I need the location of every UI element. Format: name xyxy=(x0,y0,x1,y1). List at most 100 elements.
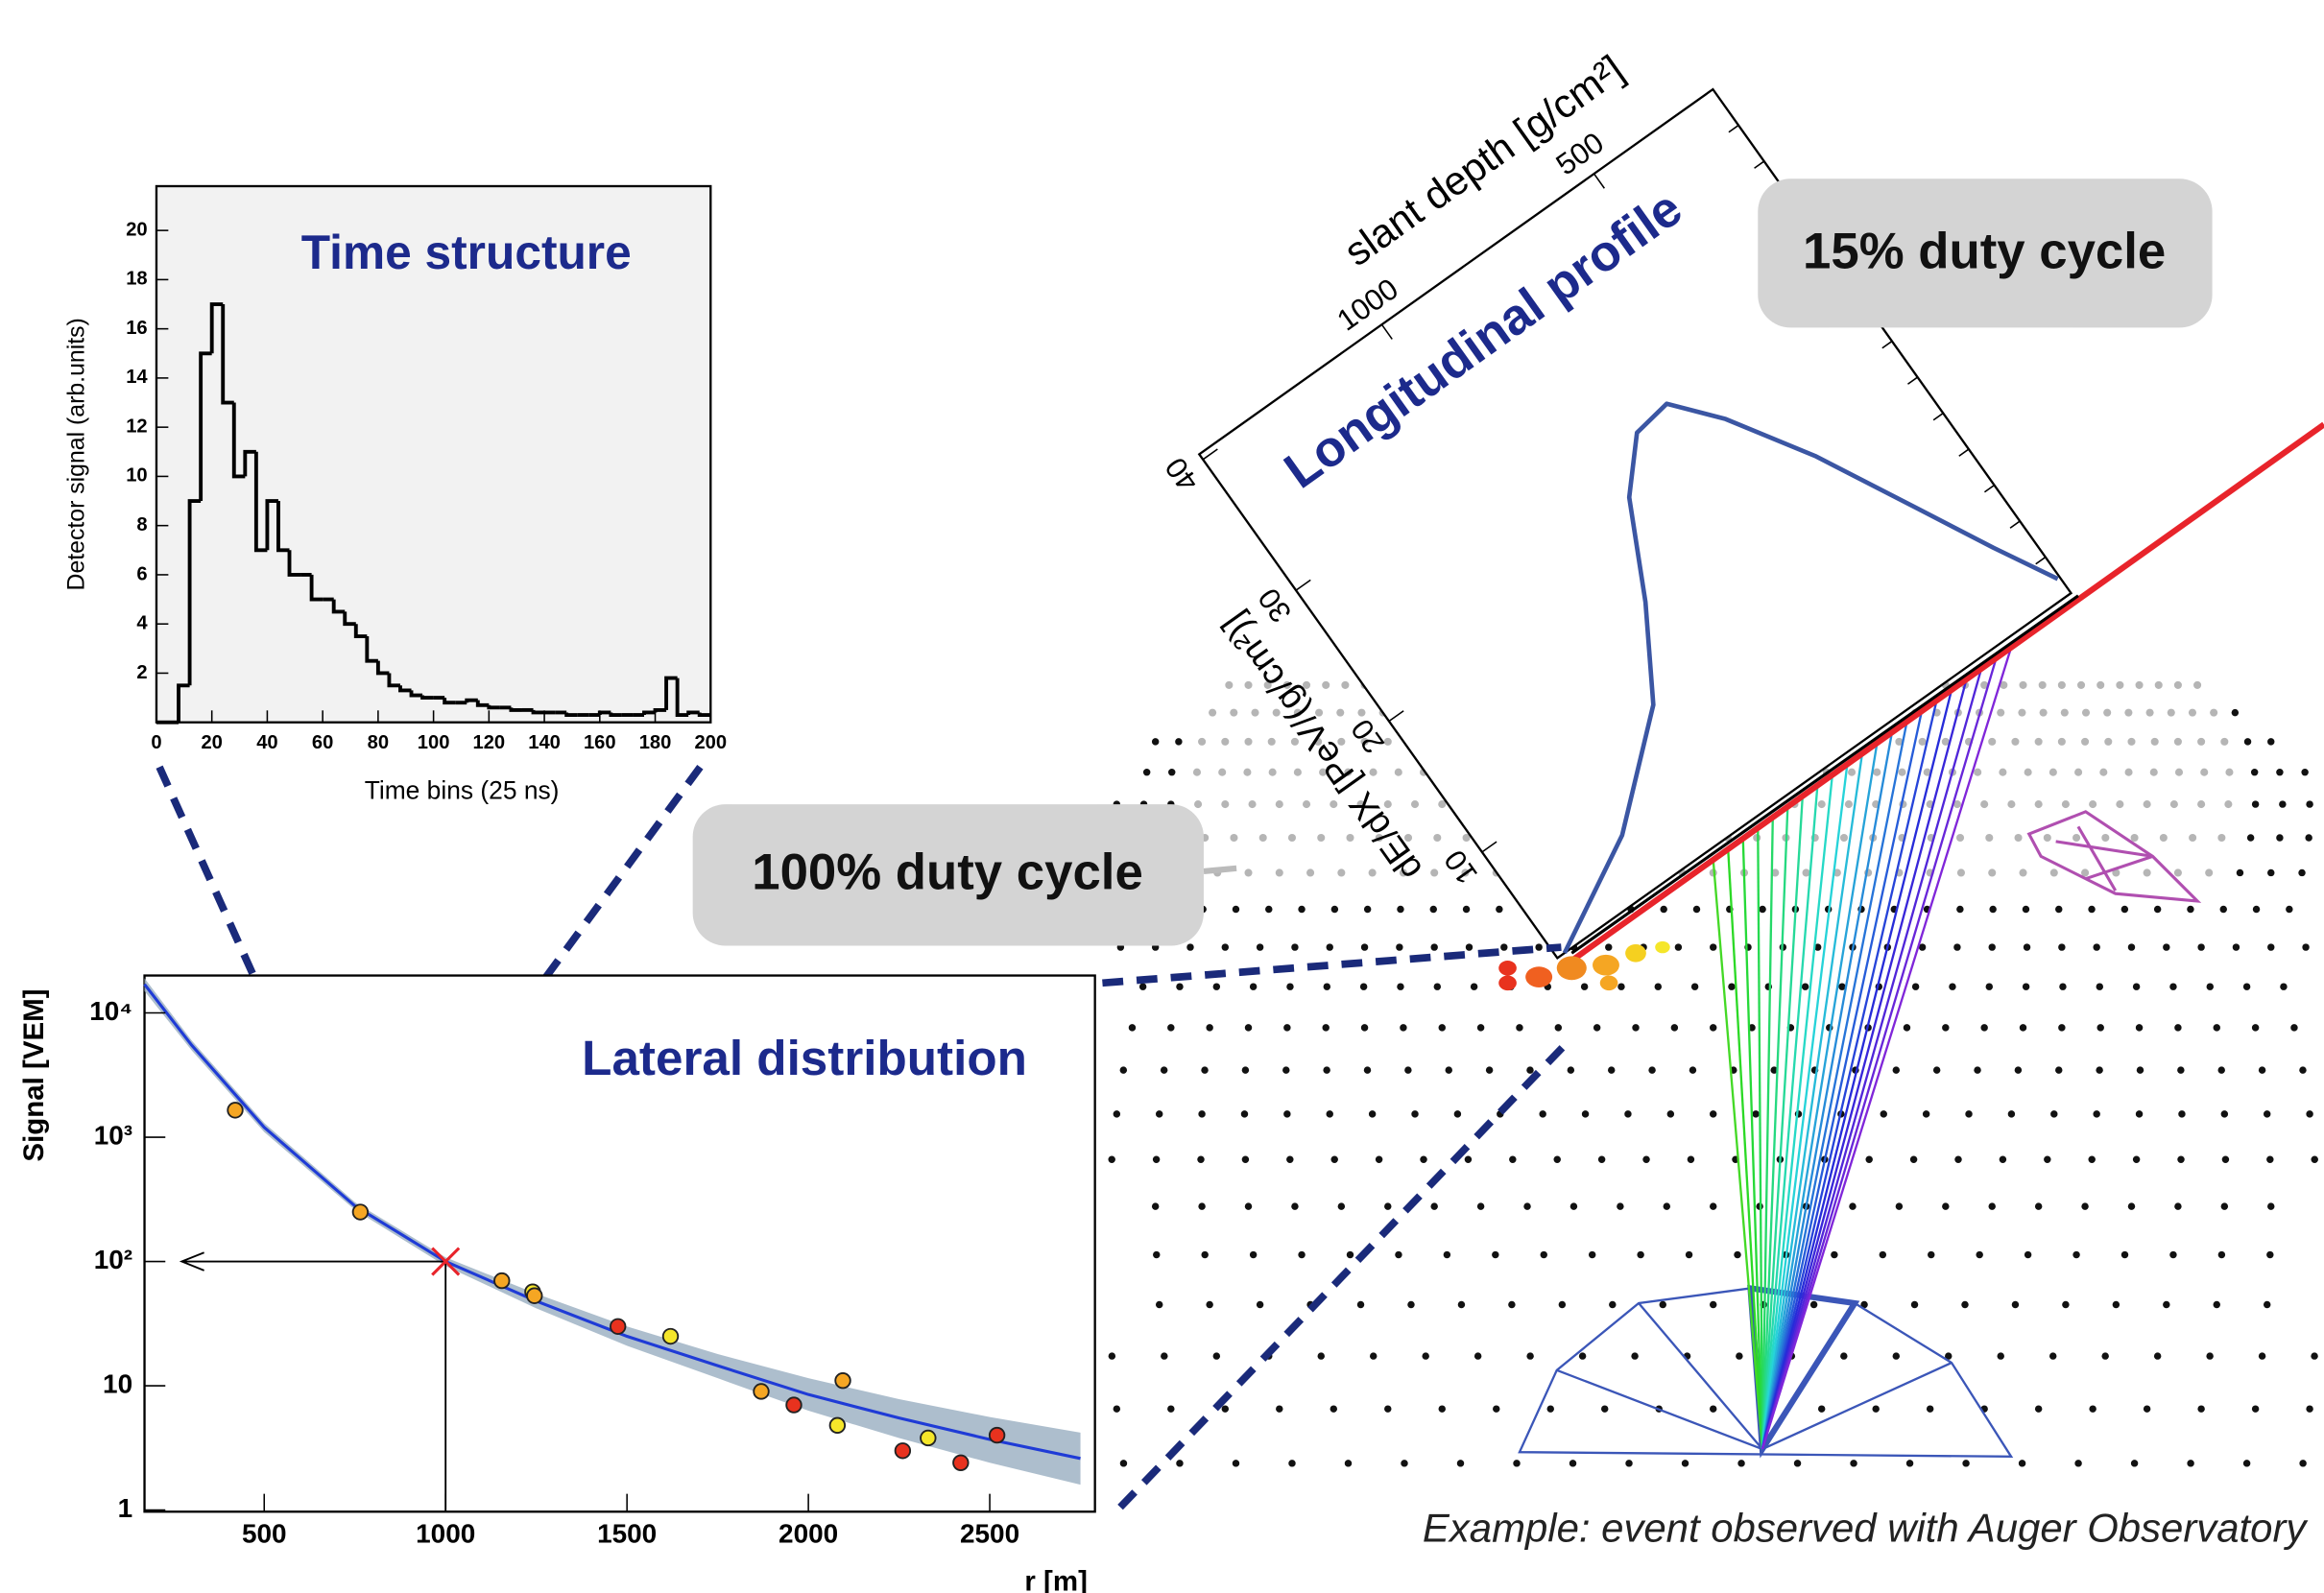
detector-dot xyxy=(1617,1202,1624,1210)
detector-dot xyxy=(1212,983,1221,990)
detector-dot xyxy=(1500,943,1508,951)
detector-dot xyxy=(1225,680,1234,689)
detector-dot xyxy=(1286,1155,1294,1163)
detector-dot xyxy=(1368,868,1377,877)
detector-dot xyxy=(2059,983,2067,990)
detector-dot xyxy=(2187,905,2194,914)
detector-dot xyxy=(1910,1300,1919,1309)
detector-dot xyxy=(1330,800,1338,809)
detector-dot xyxy=(2019,868,2027,877)
detector-dot xyxy=(1326,1110,1333,1118)
detector-dot xyxy=(2120,1250,2129,1259)
detector-dot xyxy=(1462,905,1471,914)
detector-dot xyxy=(2072,1250,2080,1259)
caption: Example: event observed with Auger Obser… xyxy=(1423,1505,2310,1550)
detector-dot xyxy=(1648,1066,1656,1074)
detector-dot xyxy=(1945,1352,1953,1360)
histogram-step xyxy=(675,678,689,717)
detector-dot xyxy=(1218,768,1227,776)
detector-dot xyxy=(1411,1110,1419,1118)
light-ray xyxy=(1761,817,1774,1450)
detector-dot xyxy=(1303,680,1311,689)
detector-dot xyxy=(1429,905,1437,914)
detector-dot xyxy=(2039,708,2048,717)
detector-dot xyxy=(1344,1460,1353,1467)
detector-dot xyxy=(1232,905,1240,914)
detector-dot xyxy=(1974,768,1982,776)
detector-dot xyxy=(1344,768,1353,776)
histogram-step xyxy=(398,685,412,693)
detector-dot xyxy=(2258,1352,2266,1360)
detector-dot xyxy=(2127,1202,2136,1210)
detector-dot xyxy=(2116,800,2124,809)
detector-dot xyxy=(2081,737,2090,746)
detector-dot xyxy=(1291,943,1299,951)
detector-dot xyxy=(2177,1066,2185,1074)
detector-dot xyxy=(2112,1300,2120,1309)
detector-dot xyxy=(1663,1202,1671,1210)
y-tick-label: 18 xyxy=(126,269,147,290)
detector-dot xyxy=(1438,1405,1446,1413)
light-ray xyxy=(1761,764,1849,1450)
detector-dot xyxy=(1256,943,1264,951)
detector-dot xyxy=(2224,800,2233,809)
detector-dot xyxy=(1660,905,1667,914)
detector-dot xyxy=(2050,1110,2058,1118)
detector-dot xyxy=(2174,1024,2182,1032)
detector-dot xyxy=(1759,905,1766,914)
detector-dot xyxy=(2197,1405,2205,1413)
detector-dot xyxy=(2130,1460,2139,1467)
detector-dot xyxy=(1258,833,1267,843)
detector-dot xyxy=(1962,1460,1970,1467)
detector-dot xyxy=(2290,1024,2298,1032)
data-point xyxy=(526,1287,543,1304)
light-ray xyxy=(1761,710,1924,1450)
detector-dot xyxy=(1337,868,1346,877)
detector-dot xyxy=(1288,1460,1296,1467)
detector-dot xyxy=(1989,905,1997,914)
detector-dot xyxy=(1276,1405,1283,1413)
detector-dot xyxy=(1509,1155,1517,1163)
detector-dot xyxy=(1817,1405,1826,1413)
detector-dot xyxy=(2132,1155,2141,1163)
data-point xyxy=(785,1396,803,1414)
detector-dot xyxy=(1395,1250,1402,1259)
detector-dot xyxy=(2034,1202,2043,1210)
histogram-step xyxy=(475,700,490,707)
detector-dot xyxy=(1942,1202,1950,1210)
detector-dot xyxy=(2018,708,2026,717)
light-ray xyxy=(1761,753,1864,1450)
y-tick-label: 10 xyxy=(103,1368,132,1398)
detector-dot xyxy=(2187,1460,2194,1467)
detector-dot xyxy=(2173,680,2182,689)
detector-dot xyxy=(1420,1155,1427,1163)
detector-dot xyxy=(1209,708,1217,717)
detector-dot xyxy=(2306,1110,2313,1118)
detector-dot xyxy=(1624,1110,1632,1118)
detector-dot xyxy=(2242,983,2251,990)
detector-dot xyxy=(1892,1352,1901,1360)
histogram-step xyxy=(509,707,522,712)
detector-dot xyxy=(1251,708,1259,717)
detector-dot xyxy=(1336,708,1345,717)
detector-dot xyxy=(1176,1460,1184,1467)
detector-dot xyxy=(1941,737,1950,746)
detector-dot xyxy=(1363,1066,1372,1074)
detector-dot xyxy=(1152,1155,1161,1163)
detector-dot xyxy=(1802,868,1810,877)
detector-dot xyxy=(1330,1405,1338,1413)
detector-dot xyxy=(1232,1460,1240,1467)
detector-dot xyxy=(1457,1300,1466,1309)
station xyxy=(1655,940,1670,954)
detector-dot xyxy=(2136,1066,2144,1074)
detector-dot xyxy=(1176,983,1184,990)
x-tick-label: 1000 xyxy=(416,1518,475,1548)
data-point xyxy=(988,1426,1006,1444)
detector-dot xyxy=(2246,834,2255,842)
detector-dot xyxy=(1926,1405,1934,1413)
detector-dot xyxy=(1359,983,1368,990)
detector-dot xyxy=(1923,768,1931,776)
detector-dot xyxy=(1581,1110,1590,1118)
detector-dot xyxy=(1430,1202,1438,1210)
